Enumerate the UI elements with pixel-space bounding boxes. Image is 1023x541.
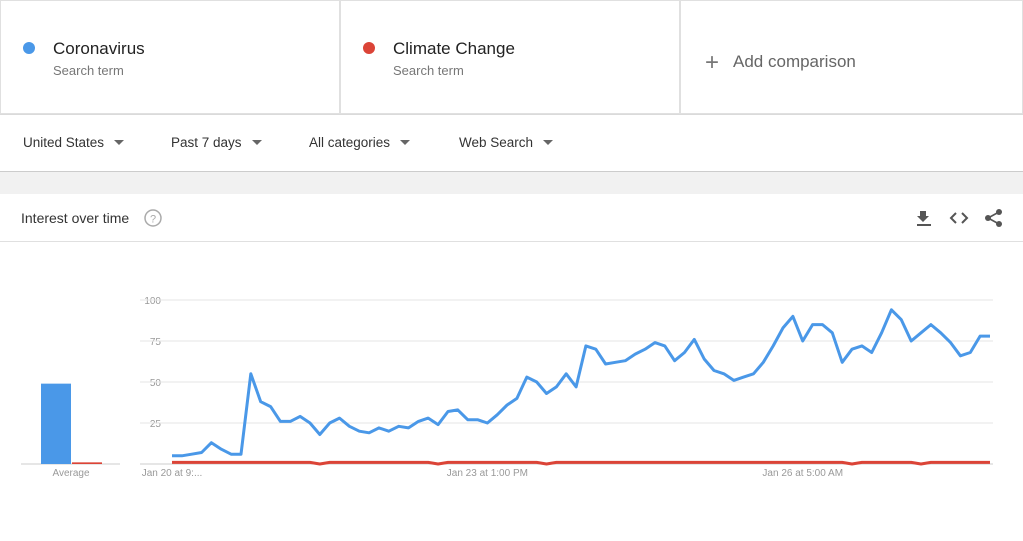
term-subtitle: Search term [393, 63, 464, 78]
svg-text:?: ? [150, 214, 156, 226]
term-card[interactable]: Climate Change Search term [340, 0, 680, 114]
term-dot [363, 42, 375, 54]
y-tick-label: 50 [150, 378, 162, 389]
separator-band [0, 172, 1023, 194]
term-subtitle: Search term [53, 63, 124, 78]
filter-dropdown[interactable]: All categories [309, 135, 410, 150]
series-line [172, 460, 990, 466]
average-bar [41, 383, 71, 464]
y-tick-label: 75 [150, 337, 162, 348]
filter-bar: United States Past 7 days All categories… [0, 115, 1023, 172]
download-icon[interactable] [914, 208, 934, 228]
filter-dropdown[interactable]: United States [23, 135, 124, 150]
add-comparison-text: Add comparison [733, 52, 856, 71]
average-label: Average [52, 468, 90, 479]
divider [0, 241, 1023, 242]
add-comparison-label: + Add comparison [705, 49, 856, 76]
average-bar [72, 462, 102, 464]
y-tick-label: 25 [150, 419, 162, 430]
term-dot [23, 42, 35, 54]
filter-dropdown[interactable]: Web Search [459, 135, 553, 150]
term-name: Coronavirus [53, 39, 145, 58]
x-tick-label: Jan 26 at 5:00 AM [762, 468, 843, 479]
x-tick-label: Jan 23 at 1:00 PM [447, 468, 528, 479]
series-line [172, 308, 990, 458]
share-icon[interactable] [984, 208, 1004, 228]
term-name: Climate Change [393, 39, 515, 58]
filter-dropdown[interactable]: Past 7 days [171, 135, 262, 150]
x-tick-label: Jan 20 at 9:... [142, 468, 203, 479]
help-icon[interactable]: ? [143, 208, 163, 228]
y-tick-label: 100 [144, 296, 161, 307]
term-card[interactable]: Coronavirus Search term [0, 0, 340, 114]
chart-card: Interest over time ? [0, 194, 1023, 541]
embed-icon[interactable] [949, 208, 969, 228]
chart-title: Interest over time [21, 210, 130, 226]
